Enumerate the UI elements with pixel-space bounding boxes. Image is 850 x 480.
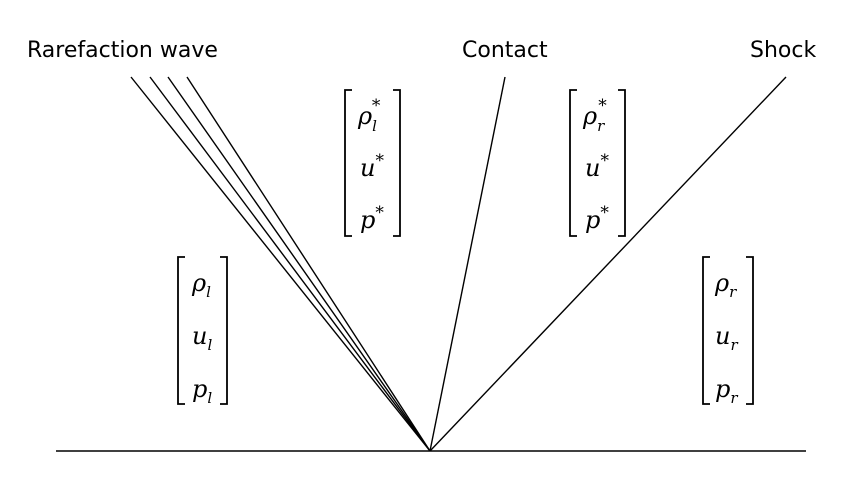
left-bracket — [344, 89, 352, 237]
rarefaction-fan-line — [130, 76, 431, 452]
rarefaction-fan-line — [149, 76, 431, 452]
contact-label: Contact — [462, 38, 548, 63]
contact-line — [429, 76, 506, 452]
rho-r-entry: ρr — [714, 269, 737, 301]
u-star-entry: u* — [360, 151, 384, 182]
p-l-entry: pl — [192, 375, 212, 407]
rho-l-star-entry: ρl* — [357, 96, 381, 135]
right-state-vector: ρr ur pr — [702, 256, 754, 407]
rarefaction-fan-line — [167, 76, 431, 452]
shock-line — [429, 76, 787, 452]
right-bracket — [393, 89, 401, 237]
left-bracket — [569, 89, 577, 237]
right-bracket — [618, 89, 626, 237]
right-bracket — [220, 256, 228, 405]
star-right-state-vector: ρr* u* p* — [569, 89, 626, 237]
p-r-entry: pr — [715, 375, 738, 407]
rarefaction-wave-label: Rarefaction wave — [27, 38, 218, 63]
rho-l-entry: ρl — [191, 269, 211, 301]
p-star-entry: p* — [360, 203, 384, 234]
rarefaction-fan-line — [186, 76, 431, 452]
star-left-state-vector: ρl* u* p* — [344, 89, 401, 237]
left-state-vector: ρl ul pl — [177, 256, 228, 407]
left-bracket — [177, 256, 185, 405]
right-bracket — [746, 256, 754, 405]
u-star-entry: u* — [585, 151, 609, 182]
p-star-entry: p* — [585, 203, 609, 234]
rho-r-star-entry: ρr* — [582, 96, 607, 135]
shock-label: Shock — [750, 38, 816, 63]
u-r-entry: ur — [715, 322, 738, 354]
u-l-entry: ul — [192, 322, 212, 354]
left-bracket — [702, 256, 710, 405]
